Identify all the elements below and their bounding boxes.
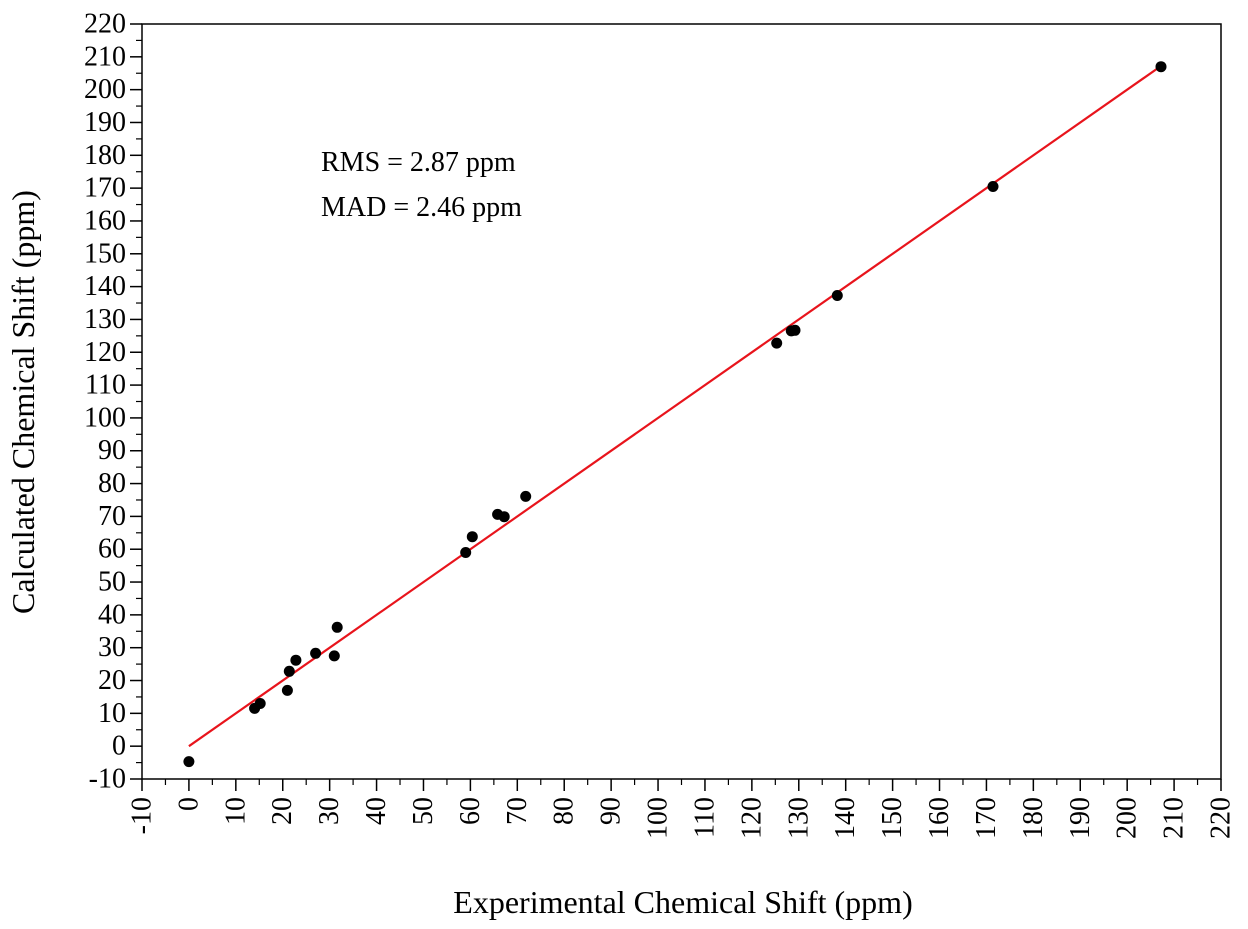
y-tick-label: 130 (84, 304, 126, 335)
x-tick-label: 110 (689, 797, 720, 838)
data-point (254, 698, 266, 709)
x-tick-label: 80 (549, 797, 580, 825)
x-tick-label: 20 (267, 797, 298, 825)
y-tick-label: 160 (84, 205, 126, 236)
x-tick-label: 150 (877, 797, 908, 839)
x-tick-label: 140 (830, 797, 861, 839)
x-tick-label: 220 (1206, 797, 1237, 839)
x-tick-label: 40 (361, 797, 392, 825)
data-point (290, 654, 302, 666)
data-point (331, 621, 343, 633)
y-tick-label: 180 (84, 140, 126, 171)
y-tick-label: 210 (84, 41, 126, 72)
fit-line (188, 65, 1162, 748)
x-tick-label: 10 (220, 797, 251, 825)
y-tick-label: 120 (84, 337, 126, 368)
y-tick-label: 150 (84, 238, 126, 269)
data-point (460, 547, 472, 558)
x-tick-label: 130 (783, 797, 814, 839)
x-tick-label: 210 (1159, 797, 1190, 839)
y-tick-label: 50 (98, 567, 126, 598)
y-tick-label: 20 (98, 665, 126, 696)
y-axis-title: Calculated Chemical Shift (ppm) (5, 190, 41, 614)
x-tick-label: 50 (408, 797, 439, 825)
x-tick-label: 90 (596, 797, 627, 825)
x-tick-label: -10 (127, 797, 158, 834)
y-tick-label: 10 (98, 698, 126, 729)
x-tick-labels: -10 0 10 20 30 40 50 60 70 80 90 100 110 120 130 140 150… (127, 797, 1237, 839)
y-tick-label: 170 (84, 173, 126, 204)
y-tick-label: 30 (98, 632, 126, 663)
data-point (789, 324, 801, 336)
y-tick-label: 0 (112, 731, 126, 762)
x-tick-label: 160 (924, 797, 955, 839)
data-point (987, 181, 999, 192)
rms-annotation: RMS = 2.87 ppm (321, 147, 516, 178)
x-tick-label: 190 (1065, 797, 1096, 839)
data-point (1155, 61, 1167, 73)
y-tick-label: 200 (84, 74, 126, 105)
data-point (283, 665, 295, 677)
data-point (498, 511, 510, 523)
y-tick-label: 40 (98, 599, 126, 630)
x-tick-label: 170 (971, 797, 1002, 839)
data-point (771, 337, 783, 349)
y-tick-label: 140 (84, 271, 126, 302)
x-tick-label: 200 (1112, 797, 1143, 839)
data-point (310, 647, 322, 659)
y-tick-label: 60 (98, 534, 126, 565)
y-tick-labels: -100102030405060708090100110120130140150… (84, 9, 126, 795)
x-tick-label: 30 (314, 797, 345, 825)
x-tick-label: 60 (455, 797, 486, 825)
y-tick-label: 110 (85, 370, 126, 401)
x-axis-title: Experimental Chemical Shift (ppm) (453, 884, 912, 920)
y-tick-label: 190 (84, 107, 126, 138)
y-tick-label: 80 (98, 468, 126, 499)
y-tick-label: -10 (89, 764, 126, 795)
mad-annotation: MAD = 2.46 ppm (321, 192, 522, 223)
y-tick-label: 70 (98, 501, 126, 532)
data-point (520, 490, 532, 502)
data-point (183, 756, 195, 768)
x-tick-label: 100 (643, 797, 674, 839)
x-tick-label: 120 (736, 797, 767, 839)
data-points (183, 61, 1167, 768)
y-tick-label: 220 (84, 9, 126, 40)
x-tick-label: 180 (1018, 797, 1049, 839)
data-point (466, 531, 478, 543)
data-point (831, 290, 843, 301)
data-point (328, 650, 340, 662)
data-point (281, 684, 293, 696)
x-tick-label: 0 (173, 797, 204, 811)
y-tick-label: 90 (98, 435, 126, 466)
x-tick-label: 70 (502, 797, 533, 825)
y-tick-label: 100 (84, 402, 126, 433)
